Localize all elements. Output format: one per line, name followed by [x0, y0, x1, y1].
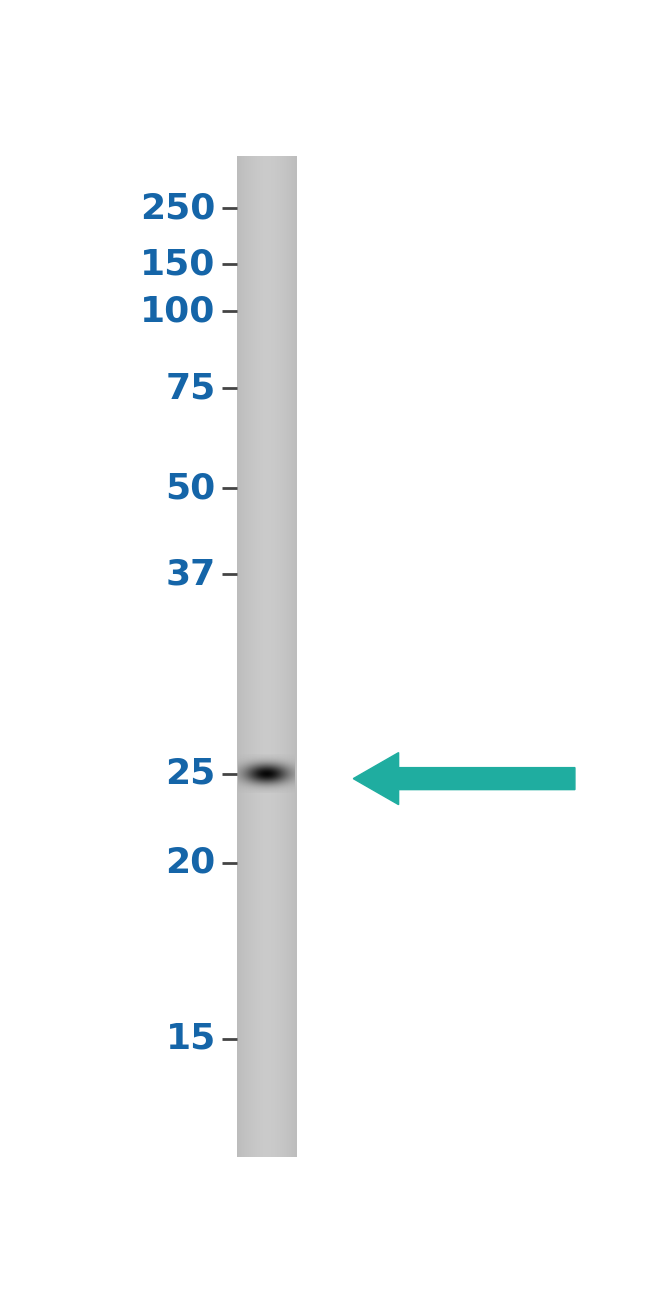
Text: 50: 50	[166, 472, 216, 506]
FancyArrow shape	[354, 753, 575, 805]
Text: 15: 15	[166, 1022, 216, 1056]
Text: 75: 75	[166, 372, 216, 406]
Text: 25: 25	[166, 757, 216, 790]
Text: 100: 100	[140, 294, 216, 328]
Text: 150: 150	[140, 247, 216, 281]
Text: 37: 37	[166, 558, 216, 592]
Text: 20: 20	[166, 846, 216, 880]
Text: 250: 250	[140, 191, 216, 225]
